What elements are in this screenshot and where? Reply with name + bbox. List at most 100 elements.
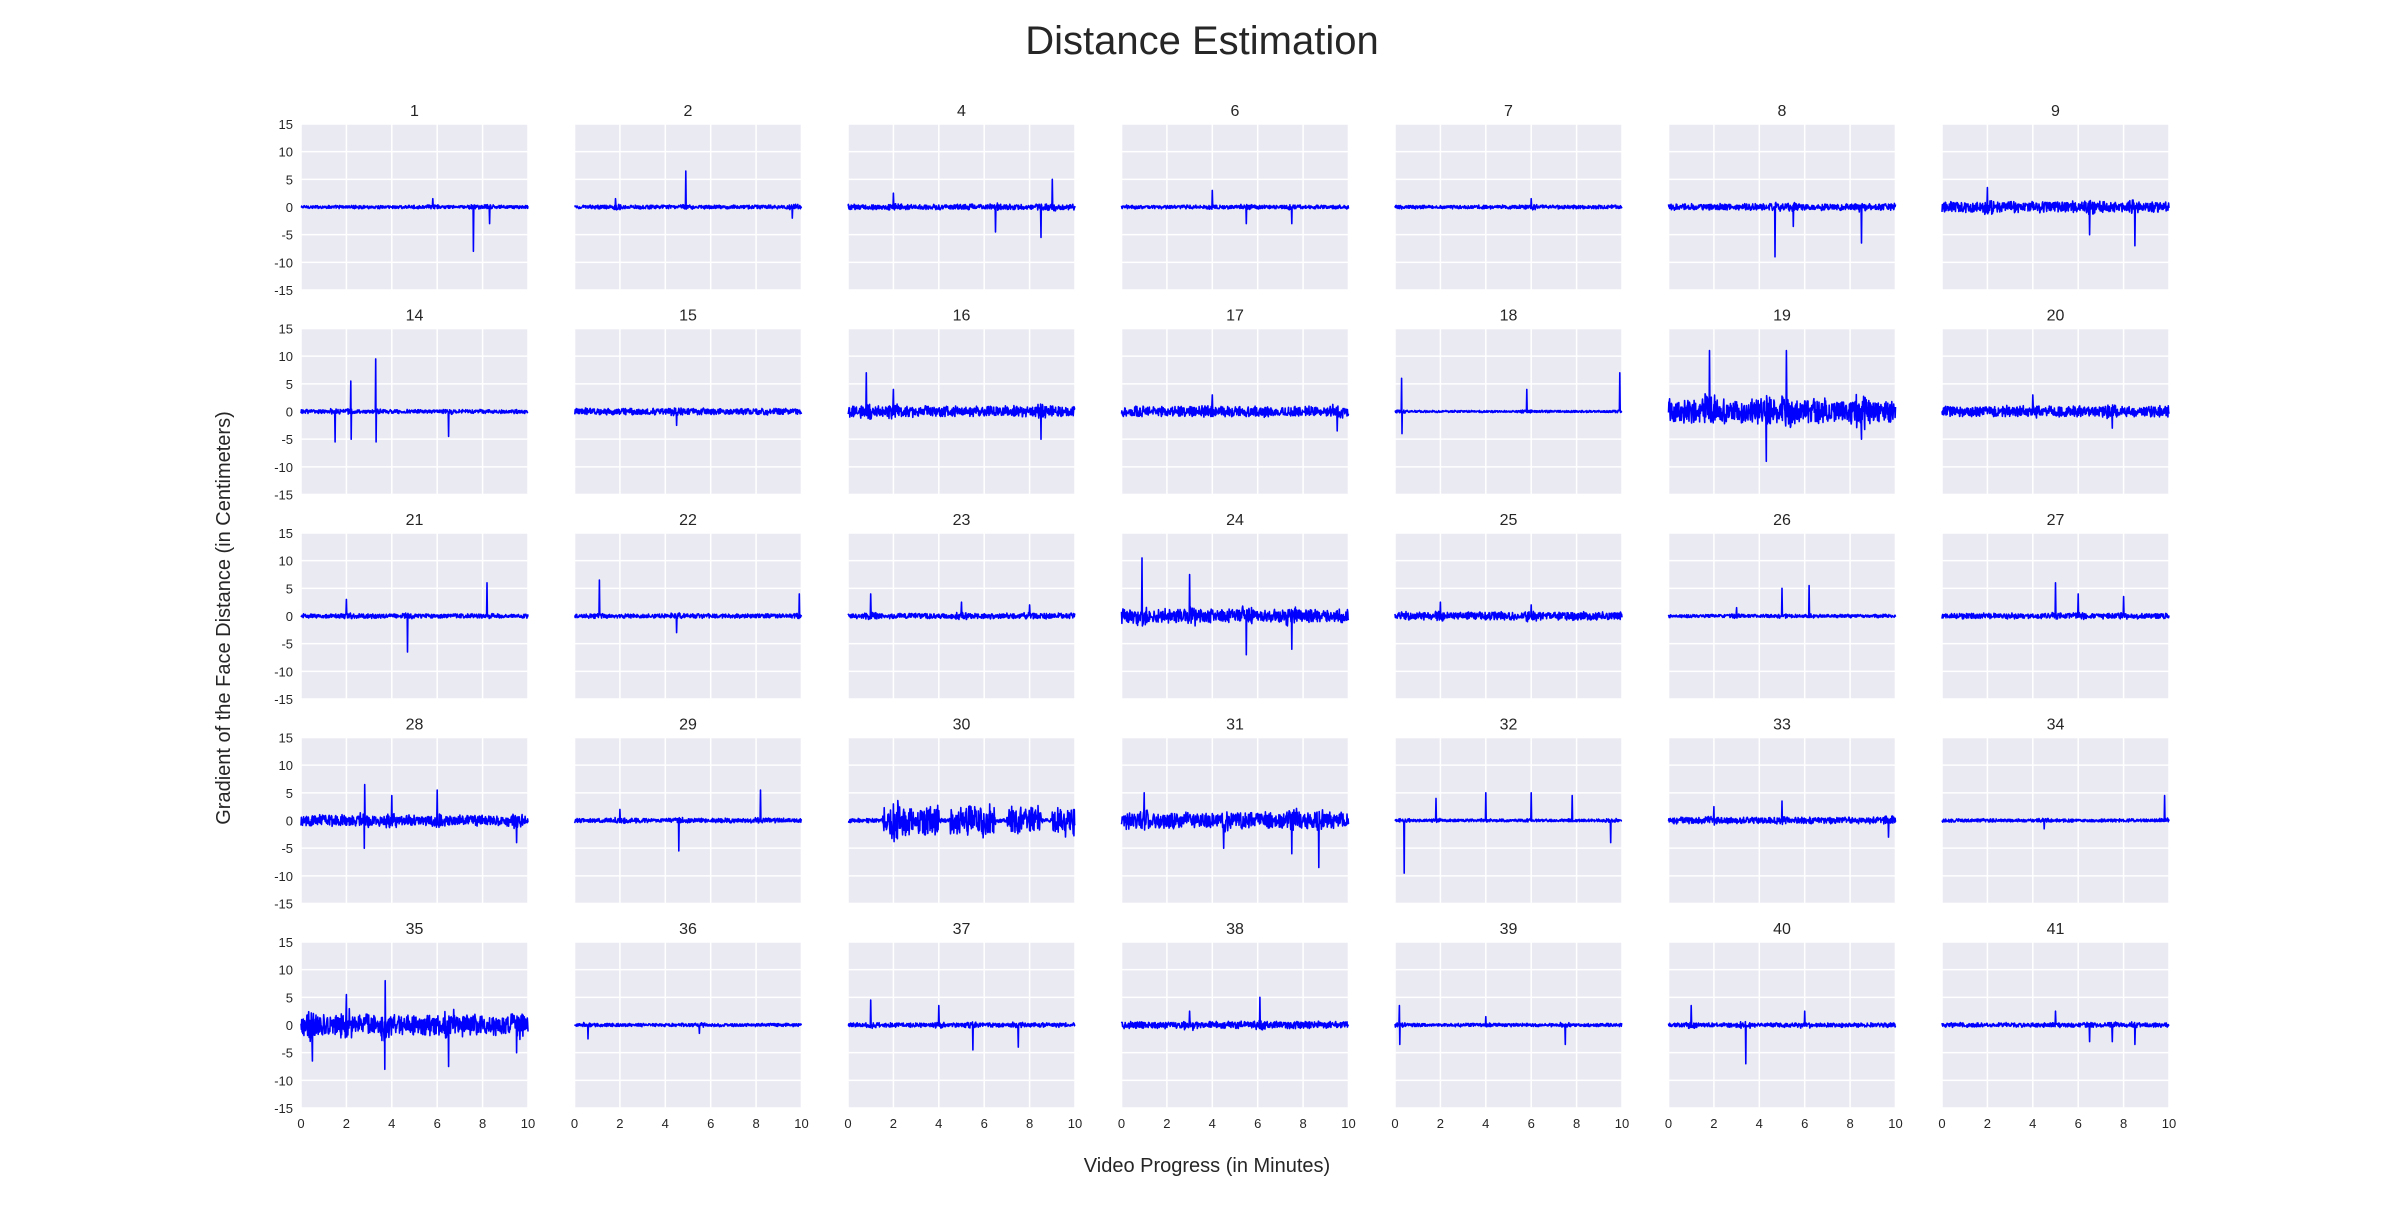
series-line (1120, 557, 1350, 656)
y-tick-label: -5 (281, 637, 293, 652)
subplot-40: 40 0 2 4 6 8 10 (1665, 921, 1903, 1131)
subplot-title: 37 (953, 921, 971, 938)
subplot-35: 35 15 10 5 0 -5 -10 -15 0 2 4 6 8 10 (274, 921, 535, 1131)
subplot-title: 34 (2047, 717, 2065, 734)
x-tick-label: 0 (1665, 1116, 1672, 1131)
subplot-37: 37 0 2 4 6 8 10 (844, 921, 1082, 1131)
subplot-24: 24 (1120, 512, 1350, 700)
series-line (847, 593, 1076, 621)
chart-title: Distance Estimation (1025, 19, 1378, 63)
subplot-title: 21 (406, 512, 424, 529)
series-line (1941, 394, 2170, 429)
y-tick-label: 0 (286, 405, 293, 420)
x-tick-label: 10 (1341, 1116, 1355, 1131)
subplot-28: 28 15 10 5 0 -5 -10 -15 (274, 717, 529, 912)
y-tick-label: 5 (286, 377, 293, 392)
subplot-19: 19 (1667, 308, 1897, 496)
series-line (1667, 201, 1897, 258)
x-tick-label: 2 (1710, 1116, 1717, 1131)
x-tick-label: 0 (297, 1116, 304, 1131)
x-tick-label: 4 (1209, 1116, 1216, 1131)
subplot-31: 31 (1120, 717, 1350, 905)
series-line (1941, 582, 2170, 621)
x-tick-label: 10 (794, 1116, 808, 1131)
y-tick-label: -10 (274, 255, 293, 270)
subplot-6: 6 (1120, 103, 1350, 291)
series-line (1941, 794, 2170, 830)
y-tick-label: 10 (279, 963, 293, 978)
x-tick-label: 10 (1888, 1116, 1902, 1131)
x-tick-label: 8 (2120, 1116, 2127, 1131)
subplot-21: 21 15 10 5 0 -5 -10 -15 (274, 512, 529, 707)
subplot-41: 41 0 2 4 6 8 10 (1938, 921, 2176, 1131)
y-tick-label: 0 (286, 814, 293, 829)
y-tick-label: 10 (279, 349, 293, 364)
x-tick-label: 8 (1026, 1116, 1033, 1131)
y-tick-label: -15 (274, 897, 293, 912)
x-tick-label: 10 (2162, 1116, 2176, 1131)
y-tick-label: 10 (279, 554, 293, 569)
y-tick-label: 5 (286, 172, 293, 187)
subplot-25: 25 (1394, 512, 1623, 700)
subplot-title: 26 (1773, 512, 1791, 529)
y-tick-label: 5 (286, 581, 293, 596)
subplot-38: 38 0 2 4 6 8 10 (1118, 921, 1356, 1131)
subplot-22: 22 (573, 512, 803, 700)
subplot-16: 16 (847, 308, 1076, 496)
subplot-title: 4 (957, 103, 966, 120)
subplot-15: 15 (573, 308, 803, 496)
y-tick-label: 10 (279, 145, 293, 160)
subplot-29: 29 (573, 717, 803, 905)
y-tick-label: -15 (274, 1101, 293, 1116)
subplot-title: 18 (1500, 308, 1518, 325)
y-tick-label: 15 (279, 526, 293, 541)
subplot-4: 4 (847, 103, 1076, 291)
x-tick-label: 4 (1482, 1116, 1489, 1131)
y-tick-label: 15 (279, 731, 293, 746)
y-tick-label: 15 (279, 117, 293, 132)
y-axis-label: Gradient of the Face Distance (in Centim… (213, 411, 235, 825)
subplot-title: 14 (406, 308, 424, 325)
y-tick-label: -10 (274, 460, 293, 475)
x-tick-label: 2 (343, 1116, 350, 1131)
y-tick-label: 15 (279, 322, 293, 337)
x-tick-label: 4 (935, 1116, 942, 1131)
subplot-title: 9 (2051, 103, 2060, 120)
x-tick-label: 4 (2029, 1116, 2036, 1131)
y-tick-label: -10 (274, 1073, 293, 1088)
subplot-39: 39 0 2 4 6 8 10 (1391, 921, 1629, 1131)
y-tick-label: -5 (281, 432, 293, 447)
subplot-title: 23 (953, 512, 971, 529)
series-line (300, 358, 529, 443)
x-tick-label: 10 (1615, 1116, 1629, 1131)
series-line (573, 789, 803, 852)
x-tick-label: 6 (1801, 1116, 1808, 1131)
subplot-title: 28 (406, 717, 424, 734)
x-tick-label: 6 (2075, 1116, 2082, 1131)
x-tick-label: 6 (1528, 1116, 1535, 1131)
subplot-1: 1 15 10 5 0 -5 -10 -15 (274, 103, 529, 298)
x-tick-label: 4 (388, 1116, 395, 1131)
subplot-title: 35 (406, 921, 424, 938)
subplot-title: 6 (1231, 103, 1240, 120)
series-line (1120, 996, 1350, 1032)
y-tick-label: 0 (286, 609, 293, 624)
x-tick-label: 0 (1118, 1116, 1125, 1131)
series-line (1394, 372, 1623, 435)
subplot-title: 15 (679, 308, 697, 325)
subplot-title: 30 (953, 717, 971, 734)
x-tick-label: 0 (1938, 1116, 1945, 1131)
series-line (1394, 601, 1623, 623)
subplot-34: 34 (1941, 717, 2170, 905)
x-tick-label: 8 (1573, 1116, 1580, 1131)
subplot-title: 29 (679, 717, 697, 734)
series-line (300, 979, 529, 1071)
x-axis-label: Video Progress (in Minutes) (1084, 1155, 1330, 1177)
series-line (300, 197, 529, 253)
y-tick-label: 10 (279, 758, 293, 773)
series-line (1667, 349, 1897, 463)
subplot-23: 23 (847, 512, 1076, 700)
subplot-14: 14 15 10 5 0 -5 -10 -15 (274, 308, 529, 503)
